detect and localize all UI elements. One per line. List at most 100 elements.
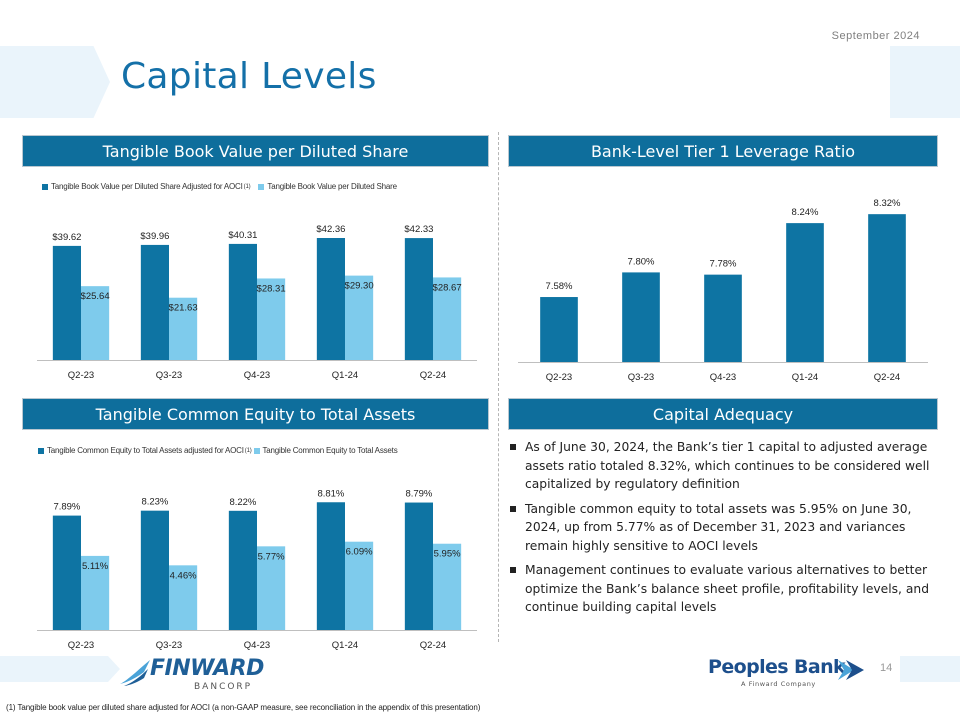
tce-data-label: 7.89% [53,502,80,513]
tce-data-label: 5.77% [258,551,285,562]
adequacy-bullet: Tangible common equity to total assets w… [508,500,948,556]
tce-bar-s2-Q4-23 [257,546,286,630]
tbv-data-label: $28.67 [433,282,462,293]
capital-adequacy-list: As of June 30, 2024, the Bank’s tier 1 c… [508,438,948,623]
tbv-bar-s1-Q4-23 [228,243,257,360]
tbv-chart: $39.62 $25.64 Q2-23 $39.96 $21.63 Q3-23 $40.31… [37,224,477,381]
finward-swoosh-icon [120,660,150,686]
tbv-bar-s2-Q4-23 [257,278,286,360]
tbv-data-label: $42.36 [316,224,345,235]
tce-tick-label: Q2-24 [420,640,446,651]
tbv-data-label: $39.96 [140,231,169,242]
section-header-tbv: Tangible Book Value per Diluted Share [22,135,489,167]
tbv-data-label: $39.62 [52,232,81,243]
finward-logo: FINWARD BANCORP [118,656,268,696]
legend-swatch-light [253,447,260,454]
tce-tick-label: Q1-24 [332,640,358,651]
tier1-tick-label: Q4-23 [710,372,736,383]
page-title: Capital Levels [121,56,377,97]
tier1-tick-label: Q2-24 [874,372,900,383]
tbv-data-label: $40.31 [228,230,257,241]
tier1-tick-label: Q2-23 [546,372,572,383]
peoples-arrow-icon [838,660,864,680]
section-header-tce: Tangible Common Equity to Total Assets [22,398,489,430]
tier1-tick-label: Q1-24 [792,372,818,383]
legend-label: Tangible Common Equity to Total Assets a… [47,446,244,455]
tbv-tick-label: Q4-23 [244,370,270,381]
tbv-bar-s2-Q1-24 [345,275,374,360]
tce-data-label: 5.11% [82,561,109,572]
tce-legend-item-adjusted: Tangible Common Equity to Total Assets a… [38,446,252,455]
tier1-data-label: 7.58% [546,281,573,292]
tce-bar-s1-Q2-24 [404,502,433,630]
tce-bar-s1-Q2-23 [52,515,81,630]
tbv-data-label: $42.33 [404,224,433,235]
tce-data-label: 6.09% [346,547,373,558]
peoples-bank-logo: Peoples Bank A Finward Company [708,656,868,696]
tier1-data-label: 7.80% [628,256,655,267]
legend-label: Tangible Book Value per Diluted Share Ad… [51,182,243,191]
legend-swatch-dark [42,183,48,190]
legend-swatch-light [258,183,265,190]
header-accent-band-right [890,46,960,118]
tce-data-label: 4.46% [170,570,197,581]
tbv-data-label: $28.31 [257,283,286,294]
tce-tick-label: Q2-23 [68,640,94,651]
column-divider [498,132,499,642]
footnote: (1) Tangible book value per diluted shar… [6,703,481,712]
tbv-bar-s1-Q2-24 [404,238,433,360]
tier1-bar-s1-Q2-24 [868,214,906,362]
tbv-bar-s2-Q2-24 [433,277,462,360]
footnote-marker: (1) [244,447,252,454]
tier1-bar-s1-Q3-23 [622,272,660,362]
tce-data-label: 8.81% [317,488,344,499]
report-date: September 2024 [831,30,920,42]
tbv-bar-s1-Q3-23 [140,244,169,360]
section-header-tier1: Bank-Level Tier 1 Leverage Ratio [508,135,938,167]
footer-accent-band [0,656,120,682]
peoples-bank-sub: A Finward Company [741,680,816,688]
tbv-legend: Tangible Book Value per Diluted Share Ad… [42,182,405,191]
footnote-marker: (1) [243,183,251,190]
tce-bar-s2-Q1-24 [345,541,374,630]
footer-accent-band-right [900,656,960,682]
adequacy-bullet: As of June 30, 2024, the Bank’s tier 1 c… [508,438,948,494]
tier1-data-label: 8.24% [792,207,819,218]
tier1-tick-label: Q3-23 [628,372,654,383]
tce-data-label: 8.22% [229,497,256,508]
tce-tick-label: Q4-23 [244,640,270,651]
legend-label: Tangible Book Value per Diluted Share [267,182,397,191]
tbv-tick-label: Q3-23 [156,370,182,381]
tier1-bar-s1-Q1-24 [786,223,824,362]
finward-name: FINWARD [150,656,264,681]
legend-label: Tangible Common Equity to Total Assets [262,446,398,455]
tbv-tick-label: Q2-23 [68,370,94,381]
tbv-data-label: $25.64 [81,291,110,302]
tier1-data-label: 7.78% [710,259,737,270]
tce-bar-s2-Q3-23 [169,565,198,630]
tbv-bar-s2-Q2-23 [81,286,110,360]
tce-bar-s1-Q4-23 [228,510,257,630]
tce-legend: Tangible Common Equity to Total Assets a… [38,446,406,455]
tce-bar-s1-Q3-23 [140,510,169,630]
section-header-adequacy: Capital Adequacy [508,398,938,430]
tier1-bar-s1-Q2-23 [540,297,578,362]
tier1-data-label: 8.32% [874,198,901,209]
page-number: 14 [880,662,893,674]
adequacy-bullet: Management continues to evaluate various… [508,561,948,617]
tbv-legend-item-unadjusted: Tangible Book Value per Diluted Share [258,182,397,191]
tbv-bar-s1-Q2-23 [52,245,81,360]
tce-chart: 7.89% 5.11% Q2-23 8.23% 4.46% Q3-23 8.22% 5.77%… [37,488,477,651]
tbv-tick-label: Q1-24 [332,370,358,381]
tce-data-label: 8.23% [141,497,168,508]
tce-data-label: 8.79% [405,489,432,500]
tbv-bar-s2-Q3-23 [169,297,198,360]
tbv-legend-item-adjusted: Tangible Book Value per Diluted Share Ad… [42,182,251,191]
tce-bar-s2-Q2-23 [81,555,110,630]
tbv-tick-label: Q2-24 [420,370,446,381]
tier1-bar-s1-Q4-23 [704,274,742,362]
legend-swatch-dark [38,447,44,454]
finward-sub: BANCORP [194,682,253,692]
tier1-chart: 7.58% Q2-23 7.80% Q3-23 7.78% Q4-23 8.24% Q1-24… [518,198,928,383]
tbv-data-label: $29.30 [345,281,374,292]
